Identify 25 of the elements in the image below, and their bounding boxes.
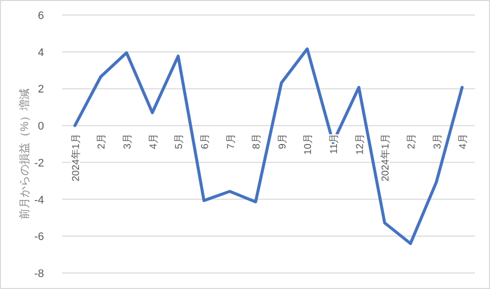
y-tick-label: -8 xyxy=(34,268,44,280)
y-axis-title: 前月からの損益（%）増減 xyxy=(18,88,31,220)
y-tick-label: -2 xyxy=(34,157,44,170)
x-tick-label: 9月 xyxy=(277,134,288,150)
x-tick-label: 2月 xyxy=(96,134,108,150)
x-tick-label: 7月 xyxy=(226,134,237,150)
y-tick-label: 2 xyxy=(38,84,44,96)
x-tick-label: 8月 xyxy=(252,134,263,150)
x-tick-label: 6月 xyxy=(200,134,211,150)
x-tick-label: 11月 xyxy=(329,134,340,154)
x-tick-label: 4月 xyxy=(458,134,470,150)
x-tick-label: 5月 xyxy=(174,134,186,150)
y-tick-label: -6 xyxy=(34,231,44,244)
x-tick-label: 3月 xyxy=(122,134,134,150)
x-tick-label: 10月 xyxy=(303,134,314,155)
y-tick-label: 6 xyxy=(38,10,44,22)
x-tick-label: 3月 xyxy=(432,134,444,150)
x-tick-label: 4月 xyxy=(148,134,160,150)
x-tick-label: 2月 xyxy=(406,134,418,150)
x-tick-label: 2024年1月 xyxy=(70,134,82,182)
y-tick-label: -4 xyxy=(34,194,44,206)
x-tick-label: 2024年1月 xyxy=(380,134,392,182)
y-tick-label: 0 xyxy=(38,120,44,133)
x-tick-label: 12月 xyxy=(354,134,366,155)
y-tick-label: 4 xyxy=(38,46,44,59)
